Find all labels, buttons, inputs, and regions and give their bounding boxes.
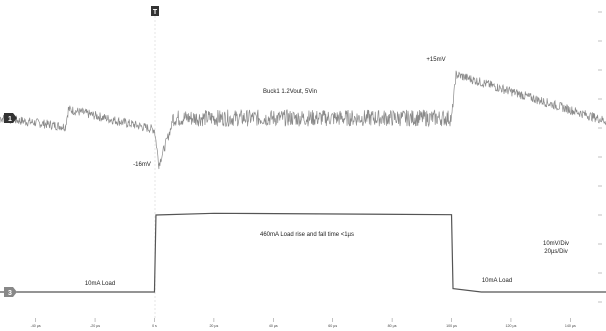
voltage-label: Buck1 1.2Vout, 5Vin [263,89,317,95]
scale-note-horizontal: 20µs/Div [544,249,567,255]
x-tick-label: -40 µs [31,324,41,328]
graticule [35,11,602,322]
channel-3-marker: 3 [4,287,17,297]
load-low-left-label: 10mA Load [85,281,115,287]
scale-note-vertical: 10mV/Div [543,241,569,247]
x-tick-label: 100 µs [446,324,457,328]
x-tick-label: 80 µs [388,324,397,328]
load-current-trace [0,212,606,293]
x-tick-label: 40 µs [269,324,278,328]
load-step-label: 460mA Load rise and fall time <1µs [260,232,354,238]
load-low-right-label: 10mA Load [482,278,512,284]
trigger-marker-label: T [153,9,158,16]
channel-3-marker-label: 3 [8,290,12,297]
x-axis-tick-labels: -40 µs -20 µs 0 s 20 µs 40 µs 60 µs 80 µs 100 µ… [31,324,576,328]
voltage-trace-line [0,70,606,170]
channel-1-marker: 1 [4,113,17,123]
x-tick-label: 60 µs [328,324,337,328]
x-tick-label: 140 µs [565,324,576,328]
trigger-marker: T [151,6,159,16]
x-tick-label: 0 s [152,324,157,328]
channel-1-marker-label: 1 [8,116,12,123]
voltage-trace [0,70,606,170]
channel-1-marker-shape [4,113,17,123]
negative-peak-label: -16mV [133,162,151,168]
x-tick-label: 120 µs [506,324,517,328]
x-tick-label: 20 µs [209,324,218,328]
trigger-marker-box [151,6,159,16]
x-tick-label: -20 µs [90,324,100,328]
channel-3-marker-shape [4,287,17,297]
positive-peak-label: +15mV [426,57,445,63]
